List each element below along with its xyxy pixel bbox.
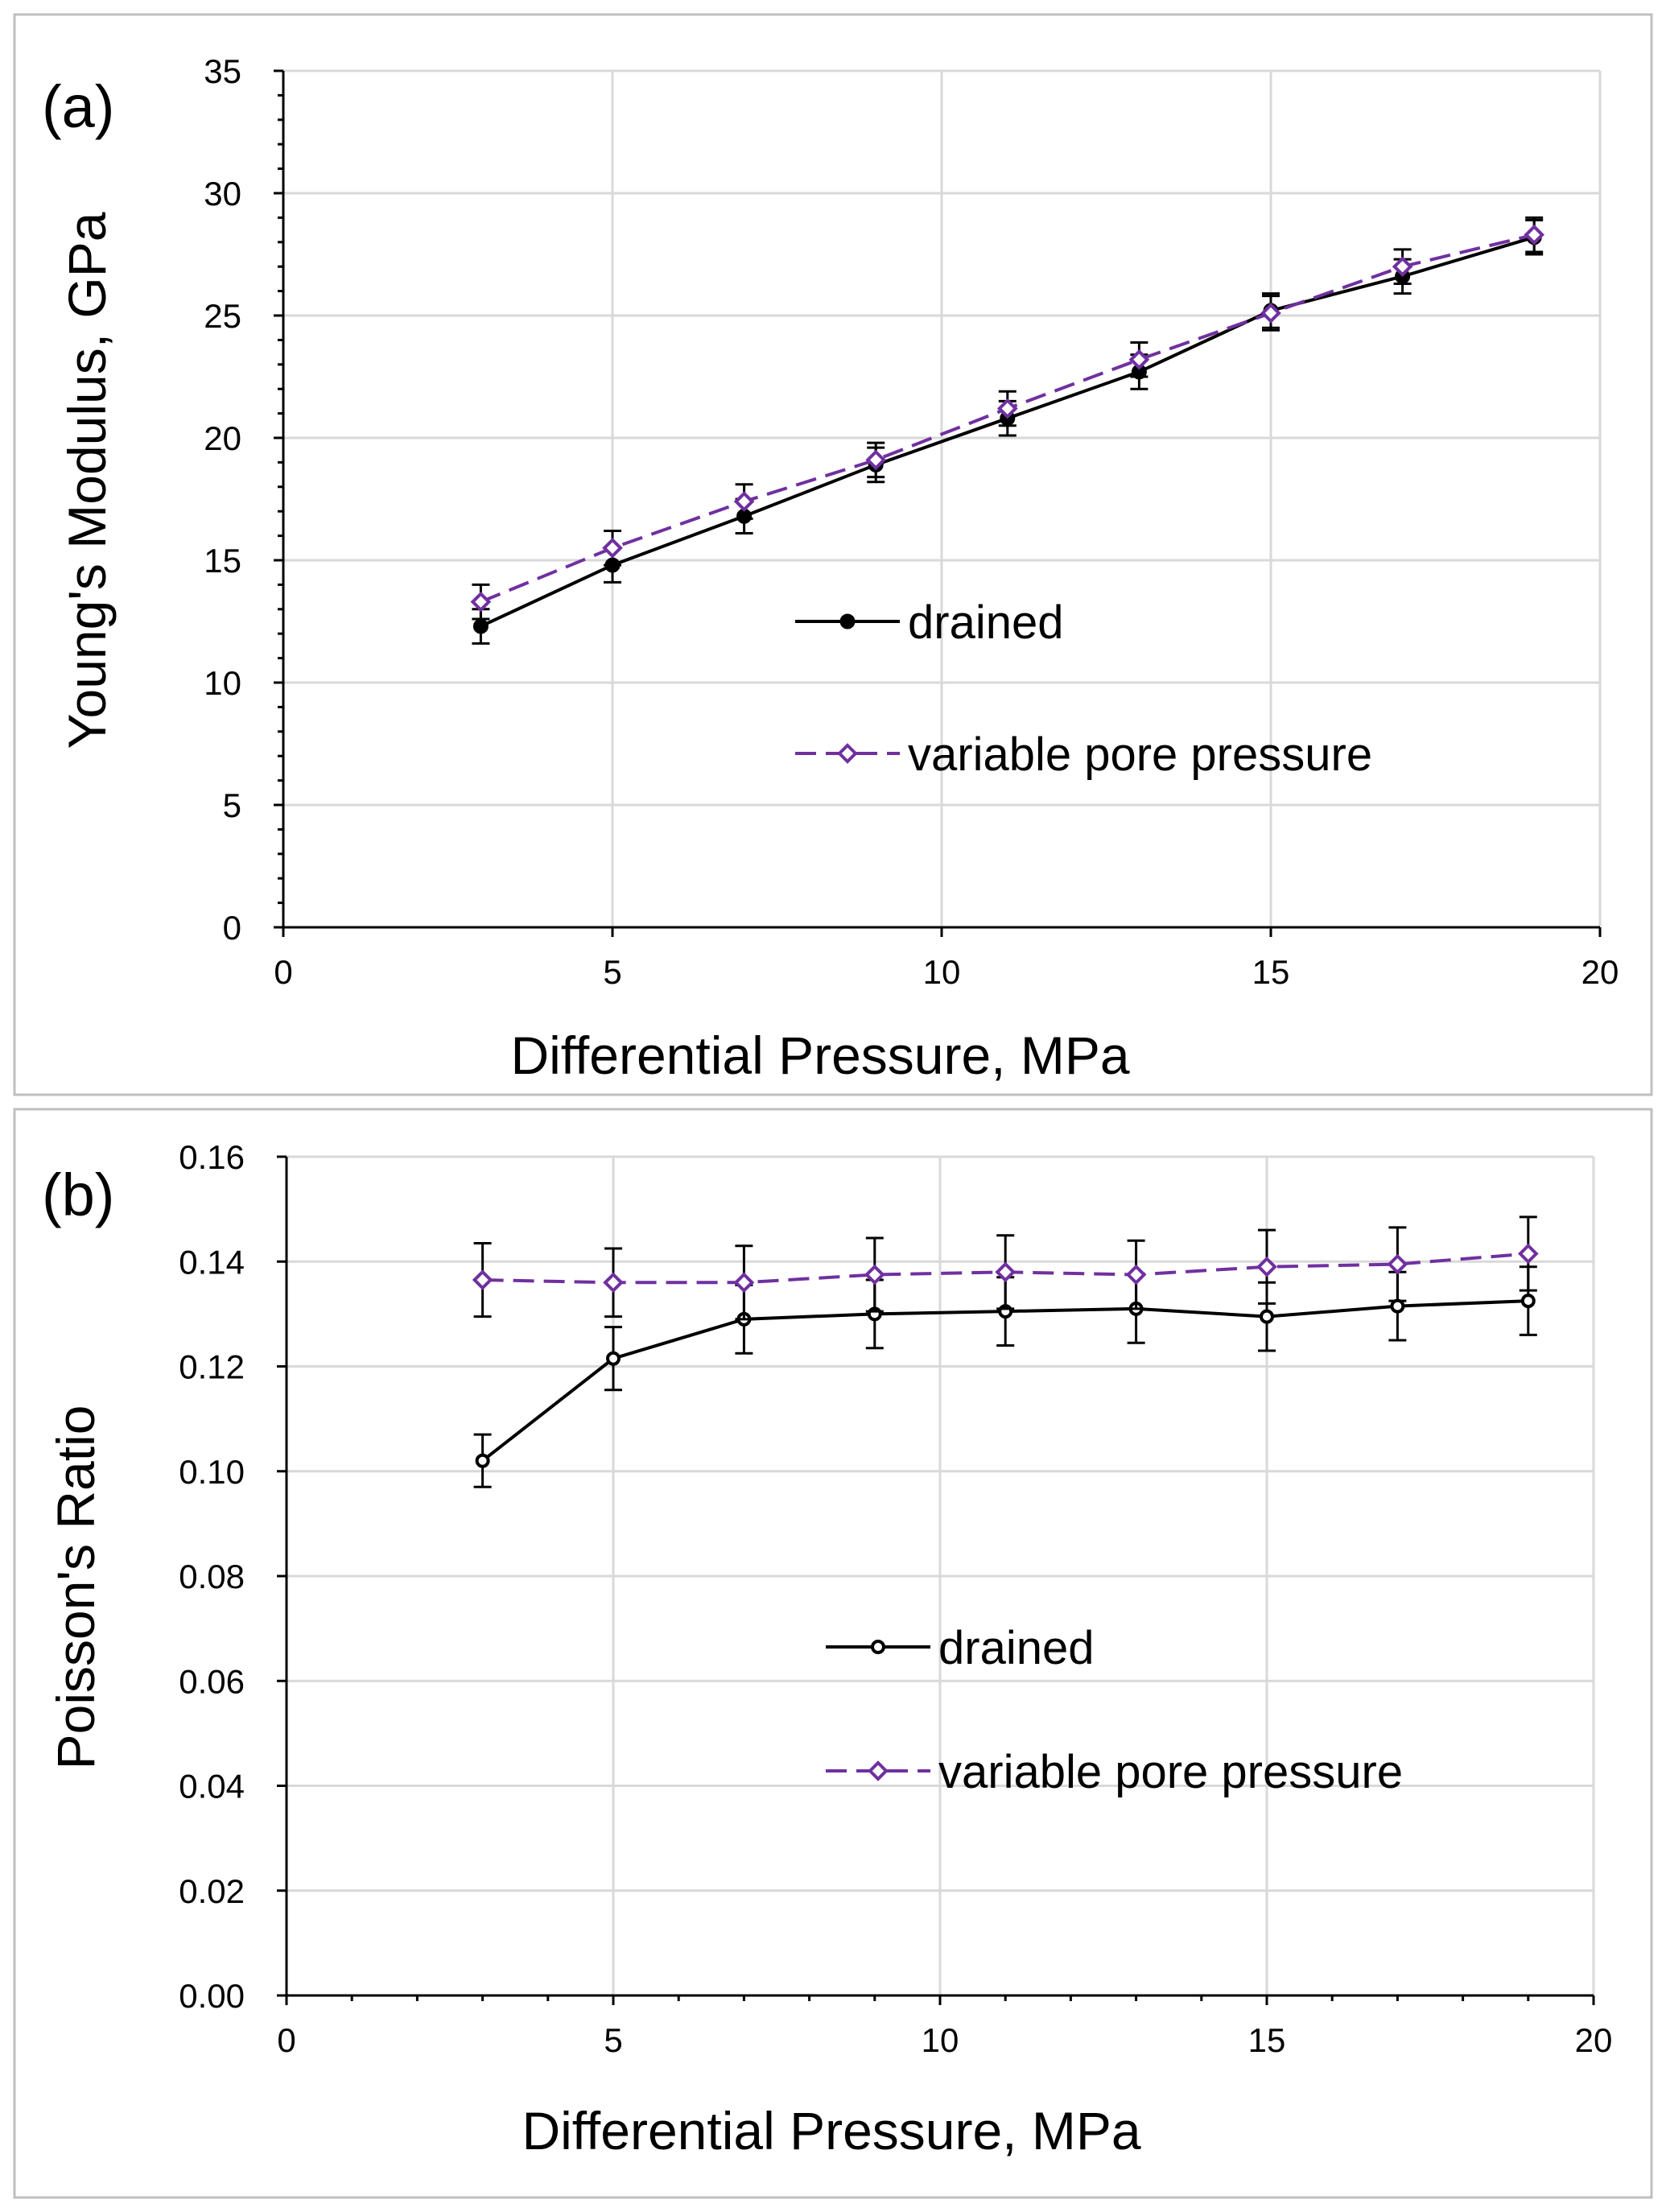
panel-b-series-drained-point-6 (1260, 1309, 1274, 1324)
panel-a-y-tick-label-7: 35 (204, 52, 241, 90)
panel-b-y-tick-label-5: 0.10 (179, 1453, 245, 1491)
panel-a-legend-drained-marker-shape (839, 613, 856, 629)
panel-b-y-tick-label-2: 0.04 (179, 1768, 245, 1806)
panel-a-y-tick-label-0: 0 (223, 909, 241, 947)
panel-b-series-vpp-point-5 (1125, 1264, 1147, 1286)
panel-b-series-vpp-point-2 (733, 1272, 755, 1294)
panel-a-x-tick-label-2: 10 (923, 953, 961, 991)
panel-a-y-tick-label-5: 25 (204, 297, 241, 335)
panel-b-axes (277, 1155, 1595, 2005)
panel-b-series-vpp-point-3 (864, 1264, 885, 1286)
panel-a-frame (13, 13, 1653, 1096)
panel-a-y-tick-label-1: 5 (223, 786, 241, 824)
panel-a-y-tick-label-3: 15 (204, 542, 241, 580)
panel-b-gridlines (287, 1155, 1595, 1995)
panel-a-x-tick-label-1: 5 (603, 953, 621, 991)
panel-b-y-axis-title: Poisson's Ratio (46, 1405, 105, 1770)
panel-b-x-tick-label-2: 10 (922, 2021, 959, 2059)
panel-a-series-drained-point-0 (472, 618, 489, 634)
panel-b-series-vpp-point-0 (472, 1269, 493, 1290)
panel-a-series-vpp-point-1 (602, 537, 623, 559)
panel-b-series-vpp-point-7 (1387, 1253, 1408, 1275)
panel-b-x-tick-label-1: 5 (604, 2021, 622, 2059)
panel-a-series-vpp-point-4 (996, 398, 1018, 419)
panel-b-legend-drained-label: drained (938, 1622, 1094, 1674)
panel-b-series (472, 1215, 1539, 1488)
panel-b-legend-vpp-marker (868, 1760, 889, 1781)
panel-b-y-tick-label-6: 0.12 (179, 1348, 245, 1386)
panel-b-x-tick-label-3: 15 (1248, 2021, 1286, 2059)
panel-a-legend-drained-marker (839, 613, 856, 629)
panel-b-x-tick-label-4: 20 (1575, 2021, 1613, 2059)
panel-b-series-drained-point-7 (1390, 1298, 1405, 1314)
panel-a-tick-labels: 0 5 10 15 20 25 30 35 0 5 10 15 20 (204, 52, 1619, 991)
panel-b-x-axis-title: Differential Pressure, MPa (522, 2101, 1140, 2160)
panel-a-series-vpp-point-8 (1524, 224, 1545, 246)
panel-a-legend-drained-label: drained (908, 596, 1063, 649)
panel-a-youngs-modulus: (a) 0 5 10 15 20 25 30 35 0 5 10 15 20 Differential … (13, 13, 1653, 1096)
panel-b-legend-vpp-label: variable pore pressure (938, 1746, 1403, 1798)
panel-b-legend-drained-marker-shape (871, 1640, 885, 1654)
panel-b-label: (b) (42, 1162, 114, 1228)
panel-b-y-tick-label-1: 0.02 (179, 1872, 245, 1910)
panel-a-series-vpp-point-0 (470, 591, 492, 613)
panel-a-series (470, 216, 1545, 645)
panel-a-x-tick-label-0: 0 (274, 953, 292, 991)
panel-b-series-vpp-point-4 (995, 1261, 1017, 1283)
panel-a-axes (274, 69, 1602, 937)
panel-b-legend-drained-marker (871, 1640, 885, 1654)
panel-b-series-drained-point-1 (606, 1351, 621, 1366)
panel-b-tick-labels: 0.00 0.02 0.04 0.06 0.08 0.10 0.12 0.14 0.16 0 5 10… (179, 1138, 1612, 2059)
panel-a-series-vpp-point-6 (1260, 303, 1281, 324)
panel-a-legend: drained variable pore pressure (795, 596, 1372, 781)
panel-a-series-vpp-point-3 (865, 449, 887, 471)
panel-a-series-vpp-point-7 (1392, 256, 1413, 278)
panel-a-series-vpp-point-5 (1128, 349, 1150, 370)
panel-b-y-tick-label-4: 0.08 (179, 1558, 245, 1595)
panel-b-y-tick-label-0: 0.00 (179, 1977, 245, 2015)
panel-a-y-tick-label-4: 20 (204, 419, 241, 457)
panel-a-series-vpp-point-2 (733, 491, 755, 512)
panel-a-y-axis-title: Young's Modulus, GPa (57, 212, 117, 749)
panel-a-x-tick-label-3: 15 (1252, 953, 1290, 991)
panel-a-legend-vpp-label: variable pore pressure (908, 728, 1372, 781)
panel-b-legend: drained variable pore pressure (826, 1622, 1403, 1798)
panel-b-series-vpp-point-1 (603, 1272, 624, 1294)
panel-b-poissons-ratio: (b) 0.00 0.02 0.04 0.06 0.08 0.10 0.12 0.14 0.16… (13, 1108, 1653, 2199)
panel-a-label: (a) (42, 73, 114, 140)
panel-a-gridlines (283, 69, 1602, 927)
panel-b-y-tick-label-3: 0.06 (179, 1662, 245, 1700)
panel-b-series-vpp-point-8 (1517, 1243, 1539, 1265)
panel-a-legend-vpp-marker-shape (837, 743, 858, 764)
panel-a-y-tick-label-2: 10 (204, 664, 241, 702)
panel-b-series-vpp-point-6 (1256, 1256, 1277, 1277)
panel-b-series-drained-point-0 (475, 1453, 490, 1468)
panel-a-y-tick-label-6: 30 (204, 175, 241, 213)
panel-a-x-axis-title: Differential Pressure, MPa (510, 1026, 1129, 1085)
panel-a-x-tick-label-4: 20 (1581, 953, 1619, 991)
panel-b-y-tick-label-7: 0.14 (179, 1243, 245, 1281)
panel-b-x-tick-label-0: 0 (277, 2021, 295, 2059)
panel-a-legend-vpp-marker (837, 743, 858, 764)
panel-b-series-drained-point-8 (1520, 1294, 1536, 1309)
panel-b-legend-vpp-marker-shape (868, 1760, 889, 1781)
panel-b-y-tick-label-8: 0.16 (179, 1138, 245, 1176)
